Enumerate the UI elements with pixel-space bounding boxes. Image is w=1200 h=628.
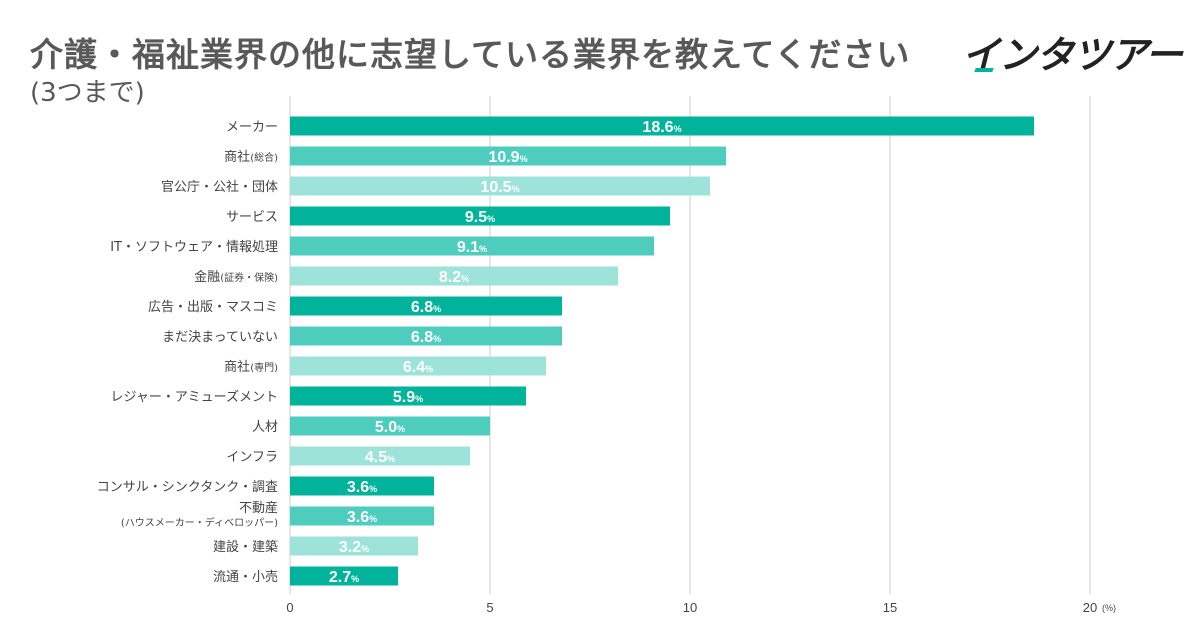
data-label: 8.2% <box>439 269 469 286</box>
data-label: 9.5% <box>465 209 495 226</box>
bar <box>290 146 726 166</box>
bar <box>290 416 490 436</box>
category-label: 商社(総合) <box>224 149 278 165</box>
bar <box>290 296 562 316</box>
category-label: レジャー・アミューズメント <box>111 389 278 405</box>
x-tick-label: 20 <box>1083 600 1097 615</box>
x-tick-label: 0 <box>286 600 293 615</box>
page-title: 介護・福祉業界の他に志望している業界を教えてください <box>30 35 911 74</box>
bar <box>290 536 418 556</box>
category-label: コンサル・シンクタンク・調査 <box>97 480 278 495</box>
page-subtitle: (3つまで) <box>30 78 145 108</box>
category-label: 不動産 <box>239 500 278 516</box>
category-label: インフラ <box>226 450 278 465</box>
data-label: 18.6% <box>642 119 681 136</box>
category-label: 広告・出版・マスコミ <box>148 300 278 315</box>
x-tick-label: 5 <box>486 600 493 615</box>
bar <box>290 356 546 376</box>
bar <box>290 446 470 466</box>
x-tick-label: 15 <box>883 600 897 615</box>
x-tick-label: 10 <box>683 600 697 615</box>
data-label: 6.4% <box>403 359 433 376</box>
data-label: 10.5% <box>480 179 519 196</box>
data-label: 6.8% <box>411 329 441 346</box>
data-label: 10.9% <box>488 149 527 166</box>
bar <box>290 566 398 586</box>
data-label: 5.0% <box>375 419 405 436</box>
category-label: サービス <box>226 210 278 225</box>
category-label: 人材 <box>252 420 278 435</box>
bar <box>290 236 654 256</box>
data-label: 4.5% <box>365 449 395 466</box>
category-label: 金融(証券・保険) <box>194 269 278 285</box>
bar <box>290 386 526 406</box>
category-label: 流通・小売 <box>213 569 278 585</box>
category-label: IT・ソフトウェア・情報処理 <box>110 240 278 255</box>
data-label: 3.6% <box>347 479 377 496</box>
x-axis-unit: (%) <box>1102 603 1116 613</box>
data-label: 3.6% <box>347 509 377 526</box>
bar <box>290 176 710 196</box>
category-label: 商社(専門) <box>224 359 278 375</box>
bar <box>290 326 562 346</box>
category-label: 建設・建築 <box>213 539 278 555</box>
category-label: まだ決まっていない <box>162 330 278 345</box>
category-label: メーカー <box>226 120 278 135</box>
bar <box>290 266 618 286</box>
bar <box>290 206 670 226</box>
category-label-sub: (ハウスメーカー・ディベロッパー) <box>121 516 278 529</box>
data-label: 6.8% <box>411 299 441 316</box>
brand-logo: インタツアー <box>962 33 1183 77</box>
bar <box>290 476 434 496</box>
data-label: 2.7% <box>329 569 359 586</box>
data-label: 5.9% <box>393 389 423 406</box>
data-label: 9.1% <box>457 239 487 256</box>
bar <box>290 506 434 526</box>
category-label: 官公庁・公社・団体 <box>161 179 278 195</box>
bar <box>290 116 1034 136</box>
data-label: 3.2% <box>339 539 369 556</box>
